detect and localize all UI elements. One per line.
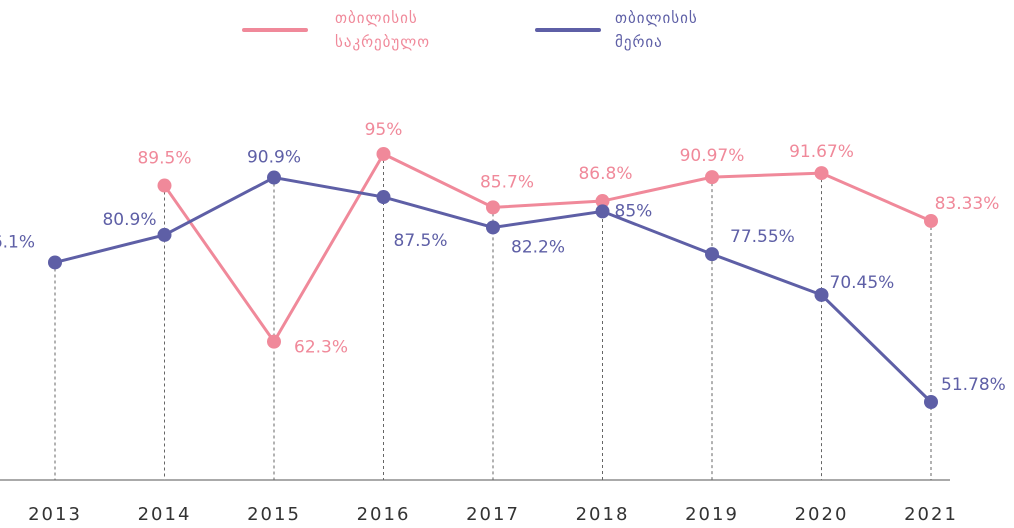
series-line xyxy=(163,152,932,345)
legend-label: თბილისის მერია xyxy=(615,9,698,51)
data-point xyxy=(376,147,391,161)
data-point xyxy=(814,287,829,302)
data-label: 87.5% xyxy=(394,231,448,251)
data-label: 70.45% xyxy=(830,273,895,293)
data-label: 85.7% xyxy=(480,172,534,192)
data-point xyxy=(267,170,281,185)
data-label: 91.67% xyxy=(789,142,854,162)
x-tick-label: 2017 xyxy=(466,504,520,525)
legend-swatch xyxy=(242,28,308,32)
legend-label: თბილისის საკრებულო xyxy=(335,9,431,51)
x-tick-label: 2019 xyxy=(685,504,739,525)
data-label: 51.78% xyxy=(941,375,1006,395)
data-label: 86.8% xyxy=(578,164,632,184)
x-tick-label: 2013 xyxy=(28,504,82,525)
data-point xyxy=(267,334,281,349)
data-label: 82.2% xyxy=(511,237,565,257)
data-point xyxy=(486,220,500,235)
data-label: 89.5% xyxy=(137,149,191,169)
legend-swatch xyxy=(535,28,601,32)
data-point xyxy=(157,227,172,242)
data-label: 83.33% xyxy=(935,194,1000,214)
data-label: 76.1% xyxy=(0,232,35,252)
data-label: 62.3% xyxy=(294,338,348,358)
data-point xyxy=(924,395,938,409)
x-tick-label: 2016 xyxy=(357,504,411,525)
data-point xyxy=(157,178,172,193)
data-point xyxy=(924,213,938,228)
x-tick-label: 2020 xyxy=(795,504,849,525)
data-point xyxy=(705,170,719,185)
data-label: 90.9% xyxy=(247,148,301,168)
data-point xyxy=(48,255,62,270)
data-point xyxy=(705,247,719,262)
data-label: 85% xyxy=(615,201,653,221)
x-tick-label: 2014 xyxy=(138,504,192,525)
x-tick-label: 2018 xyxy=(576,504,630,525)
data-point xyxy=(595,204,610,219)
data-point xyxy=(486,200,500,215)
data-point xyxy=(814,166,829,181)
data-label: 95% xyxy=(365,120,403,140)
data-label: 90.97% xyxy=(680,146,745,166)
data-label: 77.55% xyxy=(730,227,795,247)
data-label: 80.9% xyxy=(102,210,156,230)
data-point xyxy=(376,190,391,205)
data-point xyxy=(595,194,610,209)
x-tick-label: 2021 xyxy=(904,504,958,525)
x-tick-label: 2015 xyxy=(247,504,301,525)
